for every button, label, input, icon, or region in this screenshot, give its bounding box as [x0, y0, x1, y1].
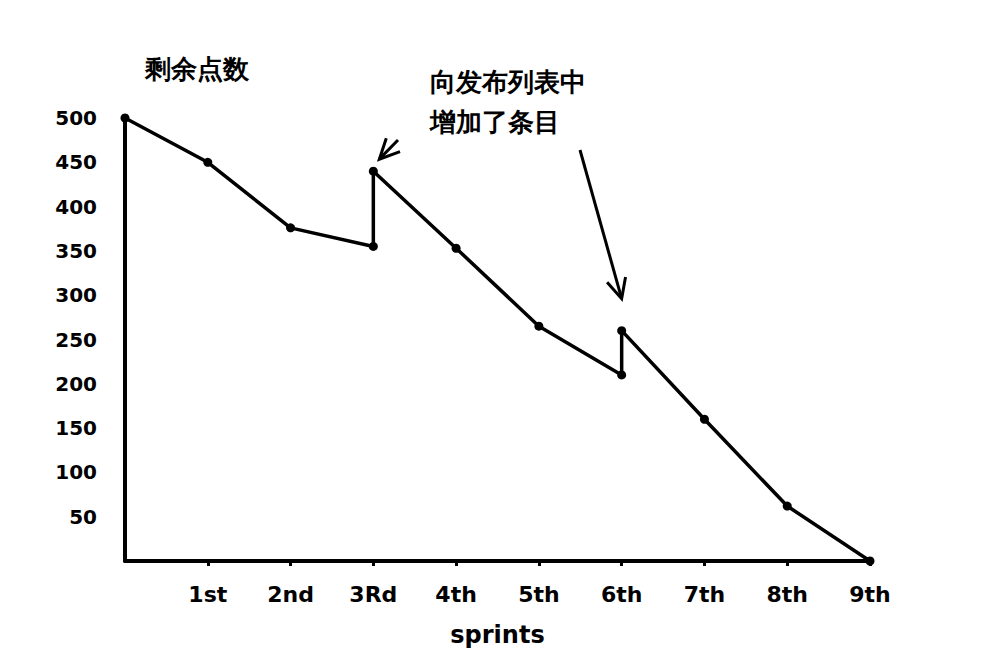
svg-text:200: 200: [55, 372, 97, 396]
svg-text:2nd: 2nd: [267, 582, 314, 607]
svg-text:3Rd: 3Rd: [349, 582, 397, 607]
svg-text:250: 250: [55, 328, 97, 352]
svg-text:150: 150: [55, 416, 97, 440]
svg-text:500: 500: [55, 106, 97, 130]
svg-text:50: 50: [69, 505, 97, 529]
svg-text:7th: 7th: [684, 582, 726, 607]
svg-text:450: 450: [55, 150, 97, 174]
svg-text:增加了条目: 增加了条目: [429, 107, 560, 137]
svg-text:300: 300: [55, 283, 97, 307]
svg-text:剩余点数: 剩余点数: [144, 54, 250, 84]
svg-text:8th: 8th: [766, 582, 808, 607]
svg-text:5th: 5th: [518, 582, 560, 607]
svg-text:350: 350: [55, 239, 97, 263]
svg-text:1st: 1st: [188, 582, 227, 607]
svg-text:100: 100: [55, 460, 97, 484]
svg-text:400: 400: [55, 195, 97, 219]
svg-text:9th: 9th: [849, 582, 891, 607]
svg-text:向发布列表中: 向发布列表中: [430, 67, 586, 97]
svg-text:6th: 6th: [601, 582, 643, 607]
svg-text:sprints: sprints: [450, 621, 544, 649]
svg-text:4th: 4th: [435, 582, 477, 607]
